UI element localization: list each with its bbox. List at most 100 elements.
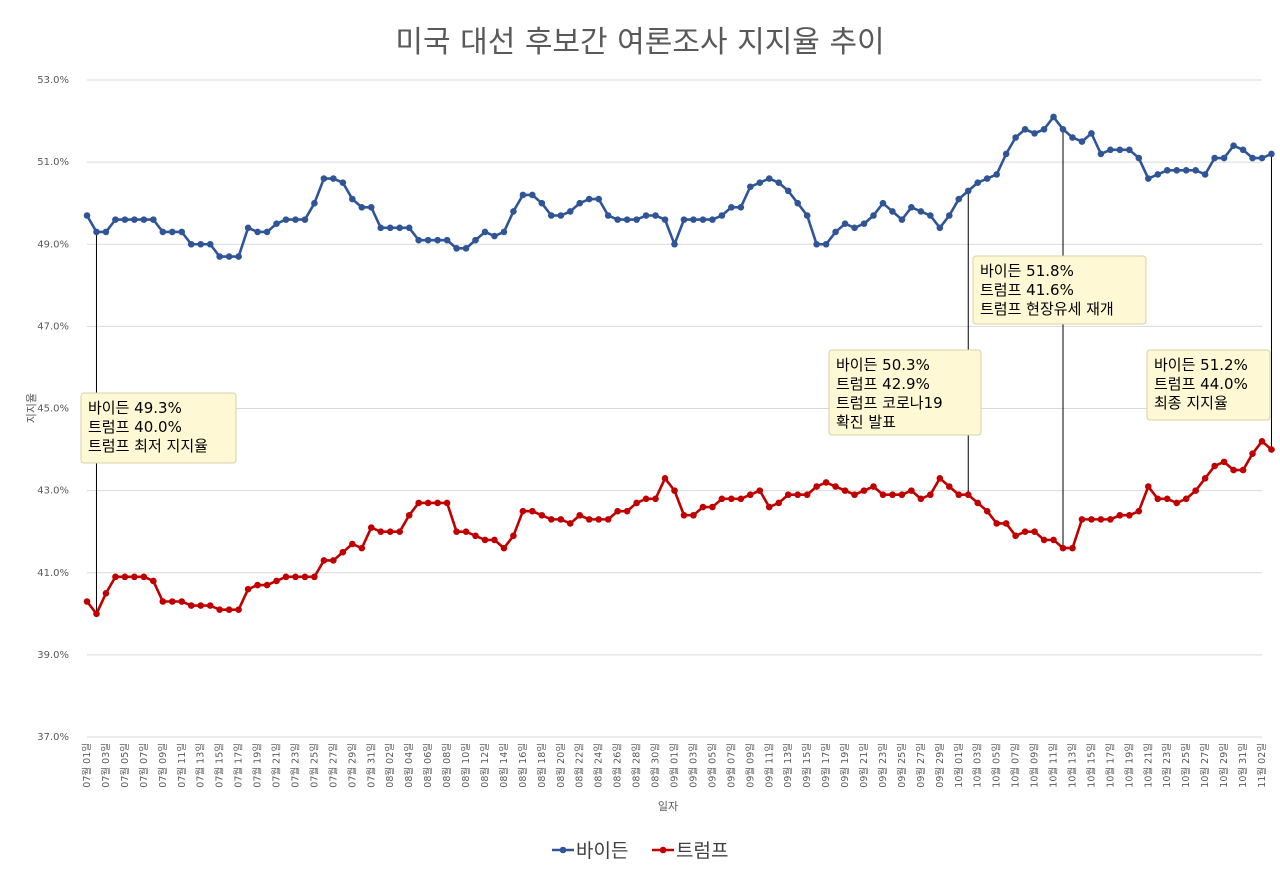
data-point [709, 216, 716, 223]
callout-line: 트럼프 현장유세 재개 [980, 300, 1114, 318]
data-point [1163, 495, 1171, 503]
data-point [1230, 466, 1237, 474]
data-point [131, 216, 138, 223]
data-point [652, 212, 659, 219]
x-tick-label: 09월 19일 [839, 743, 851, 788]
x-tick-label: 09월 05일 [706, 743, 718, 788]
data-point [1059, 125, 1067, 133]
data-point [614, 216, 621, 223]
x-tick-label: 09월 11일 [763, 743, 775, 788]
x-tick-label: 07월 25일 [308, 743, 320, 788]
data-point [576, 199, 584, 207]
x-tick-label: 10월 21일 [1142, 743, 1154, 788]
x-tick-label: 07월 19일 [252, 743, 264, 788]
x-tick-label: 10월 15일 [1085, 743, 1097, 788]
data-point [424, 236, 432, 244]
data-point [235, 253, 242, 260]
callout-line: 바이든 51.2% [1154, 356, 1248, 374]
x-tick-label: 07월 15일 [214, 743, 226, 788]
y-tick-label: 43.0% [37, 486, 69, 497]
x-tick-label: 07월 01일 [81, 743, 93, 788]
data-point [737, 203, 745, 211]
data-point [1220, 458, 1228, 466]
data-point [339, 548, 347, 556]
y-tick-label: 41.0% [37, 568, 69, 579]
x-axis-ticks: 07월 01일 07월 03일 07월 05일 07월 07일 07월 09일 07월 1… [81, 743, 1268, 788]
data-point [225, 606, 233, 614]
x-tick-label: 10월 29일 [1218, 743, 1230, 788]
data-point [121, 216, 129, 223]
data-point [813, 240, 820, 248]
data-point [1239, 146, 1247, 154]
annotation-callout: 바이든 51.8%트럼프 41.6%트럼프 현장유세 재개 [972, 255, 1147, 325]
gridlines [87, 79, 1262, 738]
data-point [870, 483, 877, 490]
data-point [1050, 536, 1057, 544]
x-tick-label: 09월 09일 [744, 743, 756, 788]
data-point [964, 187, 972, 195]
data-point [405, 511, 413, 519]
y-axis-ticks: 37.0% 39.0% 41.0% 43.0% 45.0% 47.0% 49.0% 51.0%… [37, 75, 69, 743]
data-point [529, 191, 536, 199]
data-point [112, 216, 119, 223]
data-point [642, 212, 650, 219]
data-point [879, 491, 887, 499]
callout-line: 확진 발표 [836, 413, 896, 431]
data-point [680, 511, 688, 519]
data-point [462, 245, 470, 252]
data-point [718, 495, 726, 503]
x-tick-label: 07월 21일 [271, 743, 283, 788]
data-point [728, 495, 735, 503]
y-tick-label: 37.0% [37, 732, 69, 743]
data-point [282, 216, 290, 223]
data-point [330, 175, 337, 182]
data-point [784, 187, 792, 195]
x-tick-label: 08월 14일 [498, 743, 510, 788]
data-point [1173, 167, 1181, 174]
data-point [510, 532, 517, 540]
data-point [945, 212, 953, 219]
data-point [415, 236, 422, 244]
x-tick-label: 08월 20일 [555, 743, 567, 788]
data-point [690, 216, 697, 223]
data-point [320, 557, 328, 564]
data-point [434, 236, 441, 244]
data-point [1268, 150, 1275, 158]
data-point [898, 216, 906, 223]
data-point [150, 216, 157, 223]
x-tick-label: 08월 12일 [479, 743, 491, 788]
data-point [1126, 146, 1133, 154]
data-point [330, 557, 337, 564]
data-point [168, 598, 176, 605]
y-tick-label: 47.0% [37, 321, 69, 332]
data-point [1040, 536, 1048, 544]
data-point [1144, 175, 1152, 182]
x-tick-label: 10월 01일 [953, 743, 965, 788]
x-tick-label: 11월 02일 [1256, 743, 1268, 788]
data-point [1201, 171, 1209, 178]
data-point [83, 598, 91, 605]
callout-box [972, 255, 1147, 325]
data-point [927, 491, 934, 499]
legend-swatch-marker [659, 846, 667, 854]
data-point [747, 491, 754, 499]
annotation-leader-lines [95, 129, 1272, 614]
data-point [585, 516, 593, 523]
data-point [187, 602, 195, 609]
data-point [803, 491, 811, 499]
data-point [841, 220, 849, 228]
data-point [1239, 466, 1247, 474]
x-tick-label: 09월 17일 [820, 743, 832, 788]
data-point [301, 573, 309, 581]
data-point [1135, 507, 1143, 515]
data-point [112, 573, 119, 581]
data-point [1107, 146, 1114, 154]
chart-title: 미국 대선 후보간 여론조사 지지율 추이 [395, 25, 884, 60]
annotation-callout: 바이든 51.2%트럼프 44.0%최종 지지율 [1146, 349, 1271, 421]
data-point [841, 487, 849, 494]
data-point [159, 598, 167, 605]
data-point [652, 495, 659, 503]
x-tick-label: 07월 31일 [365, 743, 377, 788]
